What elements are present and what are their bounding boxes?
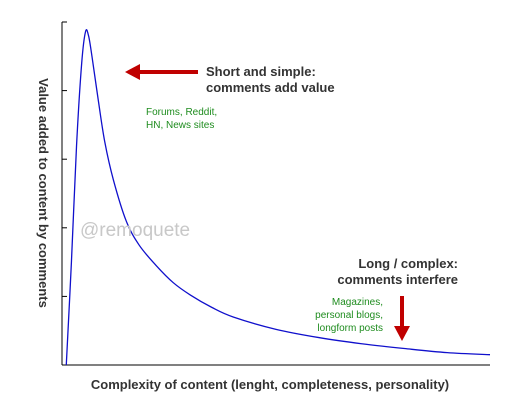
long-label-line1: Long / complex: — [358, 256, 458, 271]
long-content-arrow — [394, 296, 410, 341]
y-axis-title: Value added to content by comments — [36, 78, 51, 308]
long-examples-line1: Magazines, — [332, 297, 383, 308]
short-label-line2: comments add value — [206, 80, 335, 95]
short-examples-line1: Forums, Reddit, — [146, 107, 217, 118]
y-ticks — [62, 21, 67, 297]
x-axis-title: Complexity of content (lenght, completen… — [91, 377, 449, 392]
short-label-line1: Short and simple: — [206, 64, 316, 79]
short-examples-line2: HN, News sites — [146, 120, 214, 131]
long-label-line2: comments interfere — [337, 272, 458, 287]
watermark-text: @remoquete — [80, 220, 190, 241]
value-curve — [65, 29, 491, 366]
long-examples-line3: longform posts — [317, 323, 383, 334]
short-content-arrow — [125, 64, 198, 80]
long-examples-line2: personal blogs, — [315, 310, 383, 321]
